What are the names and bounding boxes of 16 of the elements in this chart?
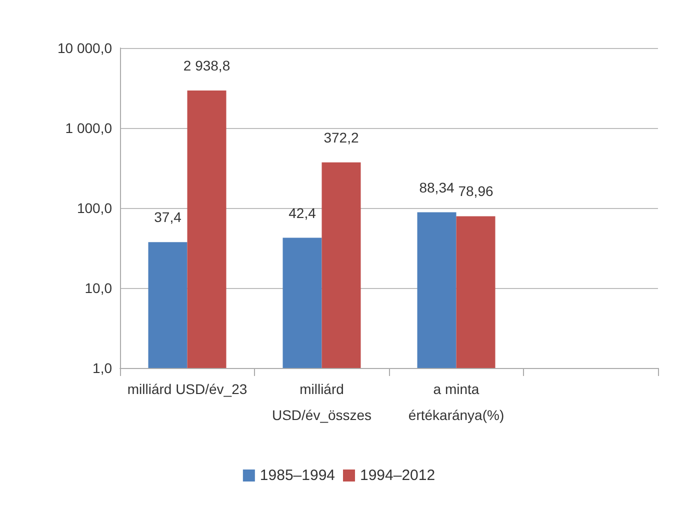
data-label: 37,4 xyxy=(154,209,182,226)
data-label: 42,4 xyxy=(288,204,316,221)
y-tick-label: 1 000,0 xyxy=(65,120,112,136)
legend-label: 1994–2012 xyxy=(360,467,436,484)
data-label: 78,96 xyxy=(458,183,494,200)
y-tick-label: 100,0 xyxy=(76,200,112,216)
y-tick-label: 1,0 xyxy=(92,360,112,376)
legend-label: 1985–1994 xyxy=(260,467,336,484)
x-tick-label: milliárd USD/év_23 xyxy=(127,381,248,397)
x-tick-label: milliárd USD/év_összes xyxy=(272,381,372,423)
data-label: 372,2 xyxy=(324,129,359,146)
data-label: 88,34 xyxy=(419,179,454,196)
data-label: 2 938,8 xyxy=(183,58,230,74)
y-tick-label: 10,0 xyxy=(84,280,112,296)
y-tick-label: 10 000,0 xyxy=(58,40,112,56)
x-tick-label: a minta értékaránya(%) xyxy=(408,381,504,423)
